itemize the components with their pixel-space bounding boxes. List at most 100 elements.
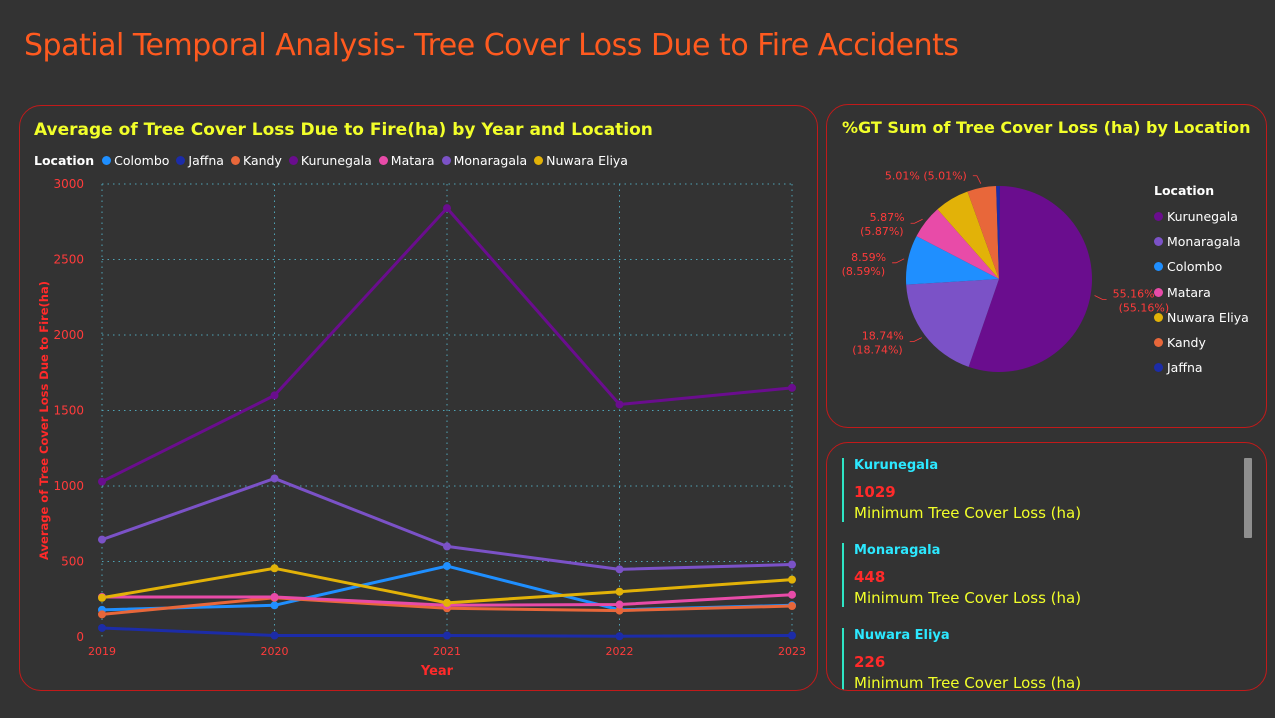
pie-leader-line	[892, 258, 905, 264]
data-point	[788, 383, 796, 392]
data-point	[98, 623, 106, 632]
pie-slice	[968, 186, 1092, 372]
data-point	[270, 474, 279, 483]
line-chart-panel[interactable]: Average of Tree Cover Loss Due to Fire(h…	[19, 105, 818, 691]
legend-item[interactable]: Monaragala	[441, 153, 528, 168]
data-point	[788, 560, 796, 569]
kpi-card-location: Monaragala	[854, 543, 941, 558]
kpi-card-label: Minimum Tree Cover Loss (ha)	[854, 589, 1082, 607]
pie-chart-legend: Location Kurunegala Monaragala Colombo Mata…	[1154, 183, 1249, 380]
legend-label: Kurunegala	[1167, 209, 1238, 225]
pie-legend-item[interactable]: Nuwara Eliya	[1154, 305, 1249, 330]
data-point	[615, 606, 624, 615]
pie-leader-line	[910, 218, 923, 224]
pie-legend-item[interactable]: Colombo	[1154, 254, 1249, 279]
y-axis-title: Average of Tree Cover Loss Due to Fire(h…	[37, 281, 51, 560]
legend-marker	[102, 156, 112, 165]
legend-item[interactable]: Matara	[378, 153, 435, 168]
kpi-card-value: 448	[854, 568, 886, 586]
pie-data-label: 18.74%	[862, 330, 904, 343]
legend-label: Kurunegala	[300, 153, 372, 168]
data-point	[615, 632, 624, 641]
legend-label: Jaffna	[188, 153, 224, 168]
pie-legend-item[interactable]: Monaragala	[1154, 229, 1249, 254]
legend-marker	[1154, 312, 1163, 322]
kpi-card-label: Minimum Tree Cover Loss (ha)	[854, 504, 1082, 522]
data-point	[443, 542, 451, 551]
data-point	[270, 592, 279, 601]
data-point	[443, 598, 451, 607]
data-point	[615, 565, 624, 574]
legend-marker	[1154, 212, 1163, 222]
pie-chart-panel[interactable]: %GT Sum of Tree Cover Loss (ha) by Locat…	[826, 104, 1267, 428]
pie-data-label: (8.59%)	[842, 265, 886, 278]
data-point	[443, 562, 451, 571]
legend-item[interactable]: Colombo	[102, 153, 169, 168]
legend-marker	[534, 156, 544, 165]
y-tick-label: 3000	[53, 177, 84, 191]
data-point	[98, 535, 106, 544]
legend-marker	[230, 156, 240, 165]
kpi-card-location: Nuwara Eliya	[854, 628, 950, 643]
data-point	[98, 610, 106, 619]
y-tick-label: 1000	[53, 479, 84, 493]
data-point	[788, 590, 796, 599]
legend-item[interactable]: Nuwara Eliya	[534, 153, 628, 168]
x-axis-title: Year	[420, 664, 454, 679]
legend-label: Matara	[390, 153, 435, 168]
x-tick-label: 2019	[88, 645, 116, 658]
x-tick-label: 2022	[606, 645, 634, 658]
line-chart-svg: 0 500 1000 1500 2000 2500 3000 2019 2020 2021 2022…	[37, 177, 806, 679]
pie-legend-item[interactable]: Kurunegala	[1154, 204, 1249, 229]
legend-label: Monaragala	[453, 153, 528, 168]
legend-item[interactable]: Jaffna	[176, 153, 224, 168]
pie-chart-svg: 55.16%(55.16%) 18.74%(18.74%) 8.59%(8.59%)…	[842, 170, 1170, 372]
kpi-card-label: Minimum Tree Cover Loss (ha)	[854, 674, 1082, 691]
pie-leader-line	[909, 337, 922, 343]
kpi-card: Kurunegala 1029 Minimum Tree Cover Loss …	[842, 458, 1081, 522]
legend-marker	[1154, 287, 1163, 297]
legend-title: Location	[34, 153, 95, 168]
legend-marker	[1154, 338, 1163, 348]
data-point	[270, 631, 279, 640]
y-tick-label: 2000	[53, 328, 84, 342]
pie-data-label: (5.87%)	[860, 225, 904, 238]
kpi-card-value: 226	[854, 653, 886, 671]
x-tick-label: 2021	[433, 645, 461, 658]
legend-marker	[1154, 363, 1163, 373]
pie-slice	[906, 236, 999, 285]
pie-legend-item[interactable]: Matara	[1154, 280, 1249, 305]
legend-item[interactable]: Kandy	[230, 153, 282, 168]
legend-marker	[288, 156, 298, 165]
pie-data-label: (55.16%)	[1119, 301, 1170, 314]
legend-label: Colombo	[1167, 259, 1223, 275]
kpi-card-location: Kurunegala	[854, 458, 939, 473]
legend-marker	[176, 156, 186, 165]
line-chart-title: Average of Tree Cover Loss Due to Fire(h…	[34, 120, 653, 140]
pie-data-label: (18.74%)	[852, 344, 903, 357]
kpi-card-panel[interactable]: Kurunegala 1029 Minimum Tree Cover Loss …	[826, 442, 1267, 691]
legend-label: Nuwara Eliya	[1167, 309, 1249, 325]
data-point	[788, 631, 796, 640]
page-title: Spatial Temporal Analysis- Tree Cover Lo…	[24, 28, 959, 63]
data-point	[615, 400, 624, 409]
legend-item[interactable]: Kurunegala	[288, 153, 372, 168]
legend-label: Monaragala	[1167, 234, 1241, 250]
pie-legend-item[interactable]: Kandy	[1154, 330, 1249, 355]
data-point	[788, 602, 796, 611]
data-point	[98, 593, 106, 602]
legend-label: Jaffna	[1167, 360, 1203, 376]
legend-label: Matara	[1167, 284, 1211, 300]
pie-data-label: 8.59%	[851, 251, 886, 264]
y-tick-label: 2500	[53, 253, 84, 267]
data-point	[98, 477, 106, 486]
data-point	[615, 587, 624, 596]
x-tick-label: 2023	[778, 645, 806, 658]
pie-data-label: 5.01% (5.01%)	[885, 170, 967, 183]
y-tick-label: 0	[76, 630, 84, 644]
pie-legend-item[interactable]: Jaffna	[1154, 355, 1249, 380]
card-scrollbar[interactable]	[1244, 458, 1252, 538]
kpi-card: Monaragala 448 Minimum Tree Cover Loss (…	[842, 543, 1081, 607]
data-point	[270, 391, 279, 400]
y-tick-label: 500	[61, 555, 84, 569]
